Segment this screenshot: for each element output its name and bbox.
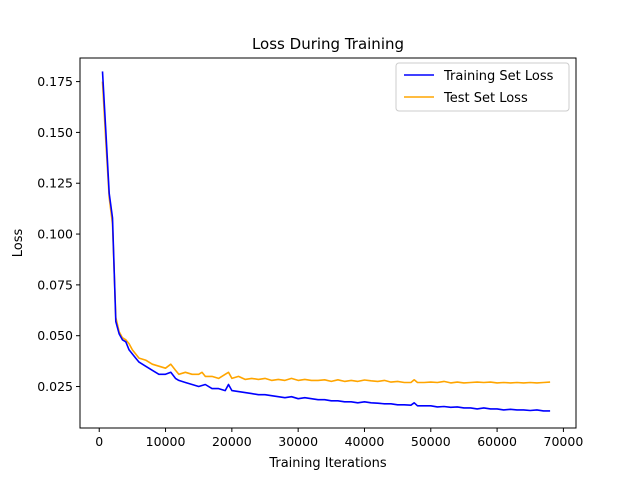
x-tick-label: 70000 (544, 434, 584, 449)
y-tick-label: 0.150 (37, 125, 73, 140)
y-tick-label: 0.025 (37, 379, 73, 394)
x-axis-ticks: 0 10000 20000 30000 40000 50000 60000 70000 (95, 428, 583, 449)
y-tick-label: 0.050 (37, 328, 73, 343)
chart-title: Loss During Training (252, 35, 404, 53)
y-tick-label: 0.125 (37, 176, 73, 191)
x-tick-label: 50000 (411, 434, 451, 449)
x-tick-label: 60000 (477, 434, 517, 449)
legend-box (395, 62, 570, 112)
plot-frame (79, 57, 577, 429)
x-tick-label: 10000 (146, 434, 186, 449)
y-axis-ticks: 0.025 0.050 0.075 0.100 0.125 0.150 0.175 (37, 74, 80, 394)
y-tick-label: 0.100 (37, 227, 73, 242)
plot-area (79, 57, 577, 429)
test-loss-line (101, 81, 551, 384)
legend-label-test: Test Set Loss (443, 91, 528, 106)
x-tick-label: 0 (95, 434, 103, 449)
series-layer (101, 71, 551, 412)
x-tick-label: 30000 (278, 434, 318, 449)
legend-label-training: Training Set Loss (443, 69, 554, 84)
y-axis-label: Loss (11, 229, 26, 258)
x-axis-label: Training Iterations (268, 456, 387, 471)
x-tick-label: 40000 (345, 434, 385, 449)
x-tick-label: 20000 (212, 434, 252, 449)
y-tick-label: 0.075 (37, 277, 73, 292)
y-tick-label: 0.175 (37, 74, 73, 89)
legend: Training Set Loss Test Set Loss (395, 62, 570, 112)
training-loss-line (101, 71, 551, 412)
